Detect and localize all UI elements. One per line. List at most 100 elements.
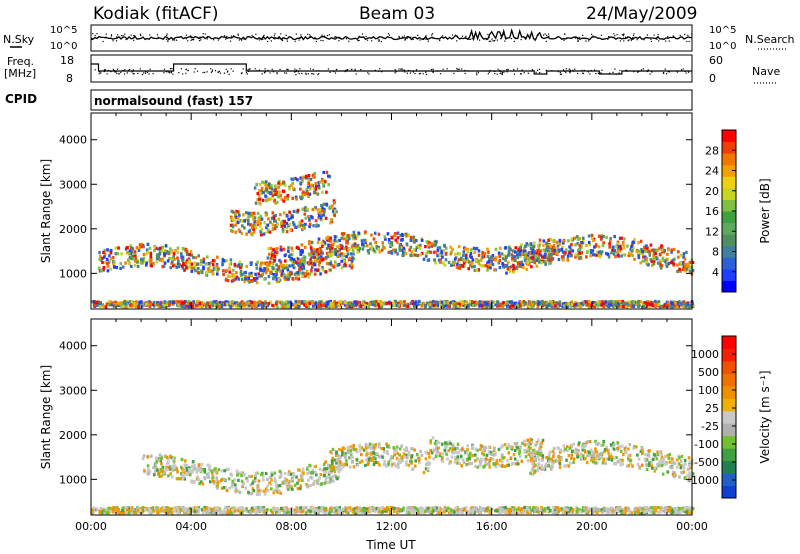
echo-cell	[639, 300, 643, 304]
echo-cell	[542, 248, 546, 252]
echo-cell	[420, 238, 424, 242]
echo-cell	[432, 303, 436, 307]
echo-cell	[102, 304, 105, 308]
echo-cell	[216, 304, 219, 308]
echo-cell	[300, 243, 304, 247]
echo-cell	[462, 303, 465, 307]
echo-cell	[325, 190, 328, 194]
nave-point	[374, 69, 376, 71]
echo-cell	[228, 270, 231, 274]
echo-cell	[108, 254, 111, 258]
echo-cell	[659, 261, 662, 265]
echo-cell	[265, 509, 268, 514]
echo-cell	[261, 180, 264, 184]
echo-cell	[528, 254, 531, 259]
echo-cell	[621, 507, 624, 511]
echo-cell	[299, 249, 302, 253]
echo-cell	[676, 506, 679, 511]
echo-cell	[258, 193, 261, 198]
nsearch-point	[198, 40, 201, 42]
echo-cell	[370, 300, 374, 304]
nave-point	[568, 70, 571, 72]
echo-cell	[552, 505, 555, 510]
echo-cell	[335, 239, 339, 243]
echo-cell	[597, 250, 601, 254]
echo-cell	[505, 255, 508, 259]
nsearch-point	[294, 40, 296, 42]
echo-cell	[527, 256, 530, 260]
echo-cell	[522, 301, 525, 305]
echo-cell	[182, 262, 185, 266]
echo-cell	[265, 262, 269, 266]
echo-cell	[96, 303, 100, 307]
echo-cell	[256, 303, 260, 307]
echo-cell	[321, 178, 324, 182]
nave-point	[559, 71, 561, 73]
nave-point	[246, 73, 248, 75]
echo-cell	[294, 176, 297, 181]
echo-cell	[187, 261, 190, 265]
echo-cell	[580, 251, 583, 255]
echo-cell	[574, 255, 577, 259]
echo-cell	[303, 300, 306, 304]
nave-point	[425, 71, 427, 73]
echo-cell	[602, 301, 605, 305]
nsearch-point	[267, 40, 269, 43]
echo-cell	[654, 251, 657, 256]
nsearch-point	[295, 33, 297, 35]
echo-cell	[136, 264, 140, 268]
echo-cell	[292, 209, 296, 213]
echo-cell	[336, 263, 339, 267]
echo-cell	[237, 263, 241, 267]
echo-cell	[285, 275, 288, 279]
echo-cell	[161, 257, 164, 261]
echo-cell	[542, 302, 546, 307]
nave-point	[574, 68, 576, 70]
echo-cell	[462, 508, 466, 512]
echo-cell	[471, 303, 475, 307]
echo-cell	[652, 255, 655, 259]
echo-cell	[285, 300, 288, 304]
echo-cell	[254, 304, 257, 308]
nsearch-point	[555, 37, 557, 39]
echo-cell	[466, 247, 470, 251]
echo-cell	[333, 213, 336, 218]
echo-cell	[328, 300, 331, 304]
echo-cell	[449, 245, 452, 249]
echo-cell	[254, 226, 258, 230]
echo-cell	[103, 252, 107, 256]
echo-cell	[172, 255, 175, 259]
echo-cell	[267, 275, 271, 279]
echo-cell	[436, 254, 439, 258]
echo-cell	[243, 279, 247, 284]
nsearch-point	[217, 37, 219, 39]
echo-cell	[274, 507, 278, 511]
echo-cell	[248, 272, 251, 276]
echo-cell	[571, 249, 574, 253]
echo-cell	[159, 246, 162, 250]
nave-point	[254, 68, 256, 70]
nsearch-point	[564, 33, 566, 35]
echo-cell	[386, 232, 390, 236]
echo-cell	[264, 194, 267, 198]
echo-cell	[202, 265, 205, 269]
echo-cell	[567, 239, 570, 243]
nsearch-point	[322, 40, 324, 42]
echo-cell	[205, 270, 208, 274]
echo-cell	[687, 262, 690, 266]
echo-cell	[234, 277, 238, 281]
echo-cell	[504, 246, 507, 250]
nsearch-point	[204, 33, 206, 35]
echo-cell	[317, 186, 321, 190]
echo-cell	[150, 262, 153, 266]
echo-cell	[305, 304, 308, 308]
nave-point	[127, 69, 129, 71]
nave-point	[279, 68, 281, 70]
nsearch-point	[488, 36, 490, 38]
echo-cell	[334, 252, 337, 256]
echo-cell	[307, 275, 310, 279]
echo-cell	[149, 257, 153, 261]
echo-cell	[458, 257, 461, 262]
echo-cell	[514, 250, 517, 254]
echo-cell	[613, 235, 616, 239]
